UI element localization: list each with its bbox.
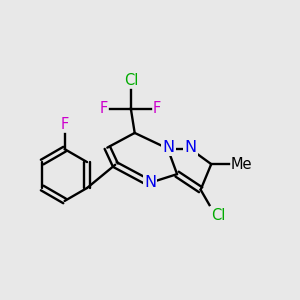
Text: N: N <box>162 140 174 155</box>
Text: Cl: Cl <box>211 208 225 223</box>
Text: Cl: Cl <box>124 73 138 88</box>
Text: N: N <box>184 140 196 155</box>
Text: F: F <box>153 101 161 116</box>
Text: F: F <box>61 117 69 132</box>
Text: F: F <box>100 101 108 116</box>
Text: Me: Me <box>231 157 252 172</box>
Text: N: N <box>144 175 156 190</box>
